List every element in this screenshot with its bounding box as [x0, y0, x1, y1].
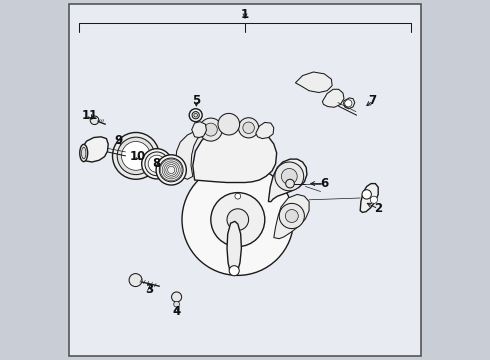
Circle shape: [156, 155, 186, 185]
Circle shape: [235, 240, 241, 246]
Circle shape: [90, 116, 99, 125]
Circle shape: [211, 193, 265, 247]
Circle shape: [182, 164, 294, 275]
Circle shape: [281, 168, 297, 184]
Polygon shape: [227, 221, 242, 274]
Circle shape: [345, 100, 352, 107]
Polygon shape: [193, 122, 277, 183]
Circle shape: [279, 203, 304, 229]
Circle shape: [174, 301, 179, 307]
Circle shape: [218, 113, 240, 135]
Circle shape: [370, 196, 377, 203]
Circle shape: [362, 190, 371, 199]
Circle shape: [159, 158, 183, 182]
Ellipse shape: [81, 147, 86, 159]
Polygon shape: [322, 89, 344, 107]
Polygon shape: [192, 122, 206, 138]
Circle shape: [286, 179, 294, 188]
Polygon shape: [176, 131, 204, 179]
Text: 11: 11: [81, 109, 98, 122]
Circle shape: [285, 210, 298, 222]
Text: 2: 2: [374, 202, 382, 215]
Circle shape: [227, 209, 248, 230]
Circle shape: [142, 149, 172, 179]
Circle shape: [145, 152, 169, 176]
Ellipse shape: [80, 144, 88, 162]
Circle shape: [243, 122, 254, 134]
Circle shape: [122, 141, 150, 170]
Text: 6: 6: [320, 177, 328, 190]
Text: 1: 1: [241, 8, 249, 21]
Circle shape: [192, 112, 199, 119]
Polygon shape: [360, 184, 378, 212]
Polygon shape: [343, 98, 355, 109]
Text: 5: 5: [192, 94, 200, 107]
Text: 10: 10: [129, 150, 146, 163]
Polygon shape: [124, 135, 148, 176]
Circle shape: [199, 118, 222, 141]
Polygon shape: [274, 194, 309, 239]
Polygon shape: [256, 122, 274, 139]
Text: 3: 3: [146, 283, 154, 296]
Text: 4: 4: [172, 305, 181, 318]
FancyBboxPatch shape: [69, 4, 421, 356]
Polygon shape: [295, 72, 332, 93]
Text: 7: 7: [369, 94, 377, 107]
Circle shape: [148, 155, 166, 172]
Circle shape: [117, 137, 155, 175]
Circle shape: [239, 118, 259, 138]
Circle shape: [229, 266, 239, 276]
Circle shape: [129, 274, 142, 287]
Circle shape: [235, 193, 241, 199]
Circle shape: [204, 123, 217, 136]
Polygon shape: [82, 137, 108, 162]
Polygon shape: [269, 159, 307, 202]
Circle shape: [172, 292, 182, 302]
Circle shape: [194, 113, 197, 117]
Circle shape: [275, 162, 304, 191]
Text: 8: 8: [153, 157, 161, 170]
Circle shape: [113, 132, 159, 179]
Circle shape: [189, 109, 202, 122]
Text: 9: 9: [114, 134, 122, 147]
